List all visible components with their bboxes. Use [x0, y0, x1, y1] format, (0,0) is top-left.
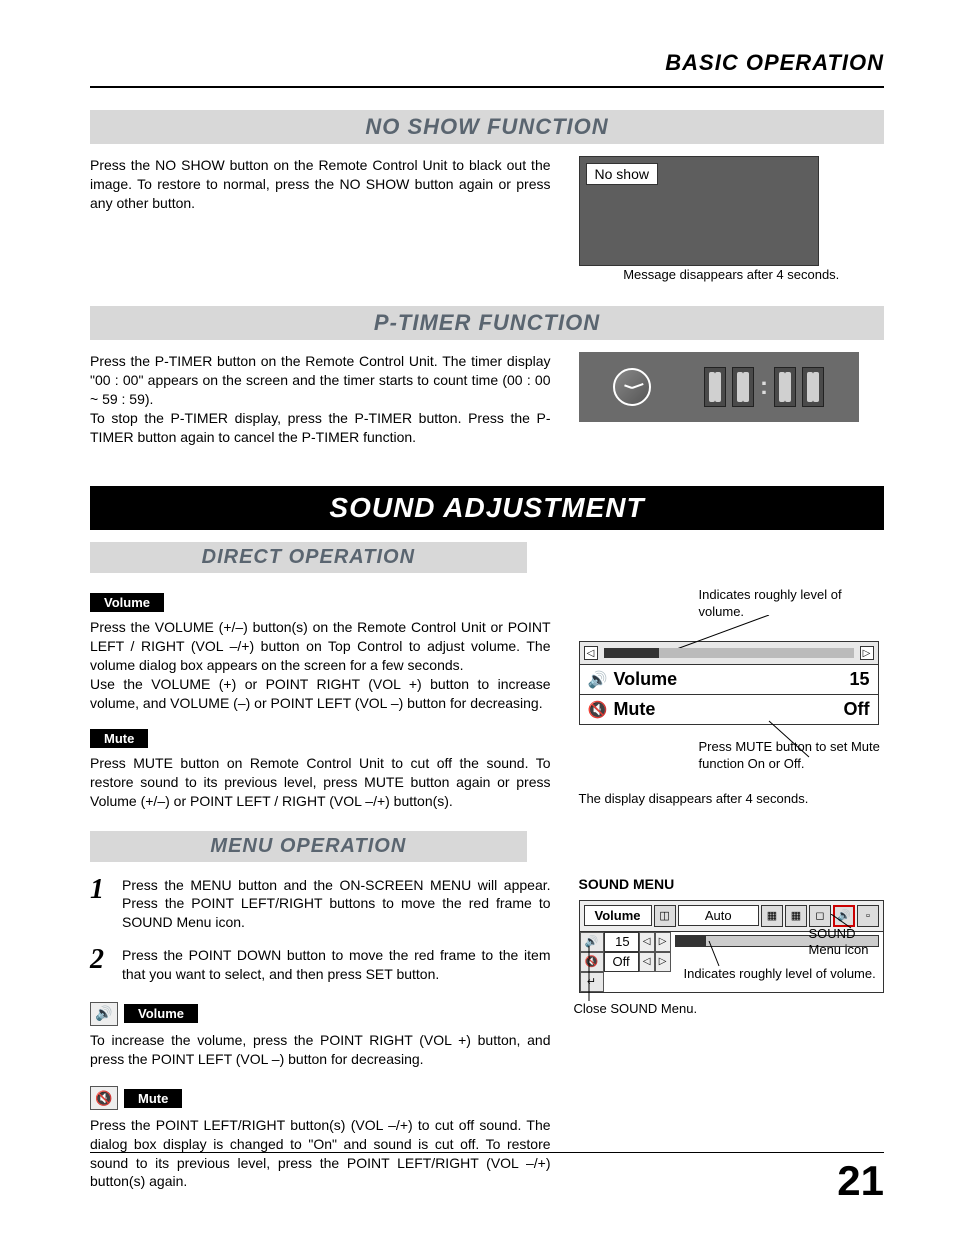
- direct-volume-body: Press the VOLUME (+/–) button(s) on the …: [90, 618, 551, 712]
- mute-icon: 🔇: [588, 702, 608, 719]
- close-icon: ↵: [580, 972, 604, 992]
- right-arrow-icon: ▷: [860, 646, 874, 660]
- volume-callout-top: Indicates roughly level of volume.: [699, 587, 884, 621]
- speaker-icon: 🔊: [90, 1002, 118, 1026]
- left-arrow-icon: ◁: [639, 952, 655, 972]
- step-2-text: Press the POINT DOWN button to move the …: [122, 946, 551, 984]
- left-arrow-icon: ◁: [584, 646, 598, 660]
- heading-sound-adjustment: SOUND ADJUSTMENT: [90, 486, 884, 530]
- menu-icon: ◫: [654, 905, 676, 927]
- heading-direct-operation: DIRECT OPERATION: [90, 542, 527, 573]
- footer-rule: [90, 1152, 884, 1153]
- noshow-preview-label: No show: [586, 163, 658, 185]
- sound-menu-icon: 🔊: [833, 905, 855, 927]
- mute-icon: 🔇: [90, 1086, 118, 1110]
- heading-ptimer: P-TIMER FUNCTION: [90, 306, 884, 340]
- mute-value: Off: [844, 699, 870, 720]
- menu-icon: ◻: [809, 905, 831, 927]
- speaker-icon: 🔊: [580, 932, 604, 952]
- tag-volume-2: Volume: [124, 1004, 198, 1023]
- right-arrow-icon: ▷: [655, 932, 671, 952]
- tag-mute-1: Mute: [90, 729, 148, 748]
- menu-icon: ▫: [857, 905, 879, 927]
- dialog-footnote: The display disappears after 4 seconds.: [579, 791, 884, 808]
- menu-value-15: 15: [604, 932, 639, 952]
- tag-volume-1: Volume: [90, 593, 164, 612]
- clock-icon: [613, 368, 651, 406]
- volume-label: Volume: [613, 669, 677, 689]
- speaker-icon: 🔊: [588, 672, 608, 689]
- menu-volume-label: Volume: [584, 905, 652, 926]
- menu-icon: ▦: [785, 905, 807, 927]
- noshow-caption: Message disappears after 4 seconds.: [623, 267, 839, 282]
- level-callout: Indicates roughly level of volume.: [684, 966, 876, 983]
- menu-icon: ▦: [761, 905, 783, 927]
- noshow-preview-box: No show: [579, 156, 819, 266]
- page-number: 21: [90, 1157, 884, 1205]
- page-header-title: BASIC OPERATION: [90, 50, 884, 76]
- left-arrow-icon: ◁: [639, 932, 655, 952]
- header-rule: [90, 86, 884, 88]
- noshow-body: Press the NO SHOW button on the Remote C…: [90, 156, 551, 213]
- ptimer-body: Press the P-TIMER button on the Remote C…: [90, 352, 551, 446]
- mute-callout: Press MUTE button to set Mute function O…: [699, 739, 884, 773]
- mute-label: Mute: [613, 699, 655, 719]
- sound-menu-title: SOUND MENU: [579, 876, 884, 892]
- tag-mute-2: Mute: [124, 1089, 182, 1108]
- volume-value: 15: [849, 669, 869, 690]
- menu-auto-label: Auto: [678, 905, 759, 926]
- volume-slider: [604, 648, 854, 658]
- heading-menu-operation: MENU OPERATION: [90, 831, 527, 862]
- menu-volume-body: To increase the volume, press the POINT …: [90, 1031, 551, 1069]
- close-callout: Close SOUND Menu.: [574, 1001, 698, 1018]
- volume-dialog: ◁ ▷ 🔊 Volume 15 🔇 Mute Off: [579, 641, 879, 725]
- step-1-text: Press the MENU button and the ON-SCREEN …: [122, 876, 551, 933]
- heading-no-show: NO SHOW FUNCTION: [90, 110, 884, 144]
- right-arrow-icon: ▷: [655, 952, 671, 972]
- sound-menu-icon-callout: SOUND Menu icon: [809, 926, 884, 960]
- ptimer-preview-box: :: [579, 352, 859, 422]
- step-number-2: 2: [90, 946, 112, 984]
- timer-digits: :: [704, 367, 824, 407]
- menu-value-off: Off: [604, 952, 639, 972]
- step-number-1: 1: [90, 876, 112, 933]
- mute-icon: 🔇: [580, 952, 604, 972]
- direct-mute-body: Press MUTE button on Remote Control Unit…: [90, 754, 551, 811]
